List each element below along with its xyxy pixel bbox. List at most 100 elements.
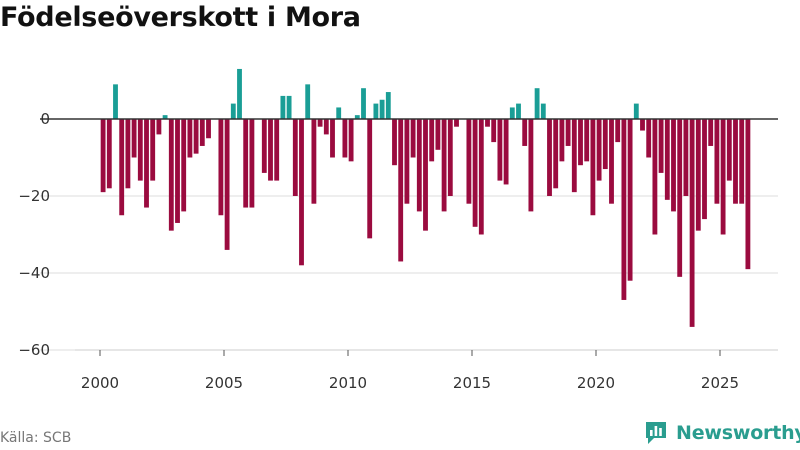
bar — [268, 119, 273, 181]
bar — [547, 119, 552, 196]
bar — [516, 103, 521, 119]
bar — [702, 119, 707, 220]
bar — [218, 119, 224, 216]
bar — [100, 119, 106, 193]
bar — [497, 119, 503, 181]
bar — [708, 119, 714, 146]
bar — [745, 119, 751, 270]
bar — [404, 119, 410, 204]
bar — [137, 119, 143, 181]
bar — [429, 119, 435, 162]
bar — [565, 119, 571, 146]
bar — [485, 119, 490, 127]
bar — [671, 119, 676, 212]
bar — [162, 115, 168, 119]
bar — [478, 119, 484, 235]
bar — [131, 119, 137, 158]
bar — [336, 107, 342, 119]
bar — [652, 119, 658, 235]
bar — [571, 119, 577, 193]
bar — [125, 119, 131, 189]
x-tick-label: 2005 — [205, 374, 243, 392]
bar — [454, 119, 459, 127]
brand-name: Newsworthy — [676, 422, 800, 444]
bar — [534, 88, 540, 119]
bar — [627, 119, 633, 281]
bar — [311, 119, 317, 204]
bar — [553, 119, 559, 189]
bar — [385, 92, 391, 119]
x-tick-label: 2010 — [329, 374, 367, 392]
y-tick-label: −20 — [18, 187, 50, 205]
bar — [367, 119, 373, 239]
bar — [578, 119, 583, 166]
bar — [379, 99, 385, 119]
source-label: Källa: SCB — [0, 430, 72, 446]
bar — [193, 119, 199, 154]
bar — [175, 119, 180, 223]
bar — [361, 88, 366, 119]
bar — [640, 119, 645, 131]
bar — [286, 95, 292, 119]
bar — [144, 119, 149, 208]
bar — [509, 107, 515, 119]
bar — [113, 84, 118, 119]
bar — [373, 103, 379, 119]
bar — [119, 119, 125, 216]
bar — [323, 119, 329, 135]
bar — [683, 119, 689, 196]
bar — [354, 115, 360, 119]
y-tick-label: −60 — [18, 341, 50, 359]
bar — [609, 119, 614, 204]
brand-logo[interactable]: Newsworthy — [644, 420, 800, 446]
grid-lines — [40, 195, 778, 351]
bar — [677, 119, 683, 277]
bar — [503, 119, 509, 185]
x-tick-label: 2000 — [81, 374, 119, 392]
bar — [726, 119, 732, 181]
bar — [435, 119, 441, 150]
bar — [596, 119, 602, 181]
x-tick-label: 2020 — [577, 374, 615, 392]
bar — [689, 119, 695, 327]
bar — [658, 119, 664, 173]
bar — [249, 119, 255, 208]
bar — [615, 119, 621, 143]
chart-title: Födelseöverskott i Mora — [0, 2, 361, 33]
bar — [181, 119, 187, 212]
bar — [447, 119, 453, 196]
bar — [590, 119, 596, 216]
bar — [237, 68, 242, 119]
bar — [522, 119, 528, 146]
bar — [739, 119, 745, 204]
bar — [714, 119, 720, 204]
bar — [733, 119, 738, 204]
bar — [423, 119, 428, 231]
bar — [187, 119, 193, 158]
bar — [274, 119, 280, 181]
y-tick-label: −40 — [18, 264, 50, 282]
bar — [540, 103, 546, 119]
bar — [466, 119, 472, 204]
bar — [292, 119, 298, 196]
bar — [472, 119, 478, 227]
bar — [633, 103, 639, 119]
bar — [720, 119, 726, 235]
bar — [528, 119, 534, 212]
bar — [416, 119, 422, 212]
newsworthy-logo-icon — [646, 422, 666, 444]
bar — [392, 119, 397, 166]
bar — [559, 119, 565, 162]
bar — [695, 119, 701, 231]
bar — [348, 119, 354, 162]
bar — [243, 119, 249, 208]
bar — [491, 119, 497, 143]
bars — [100, 68, 751, 327]
bar — [156, 119, 162, 135]
bar — [206, 119, 211, 139]
bar — [330, 119, 335, 158]
bar — [106, 119, 112, 189]
bar — [317, 119, 323, 127]
